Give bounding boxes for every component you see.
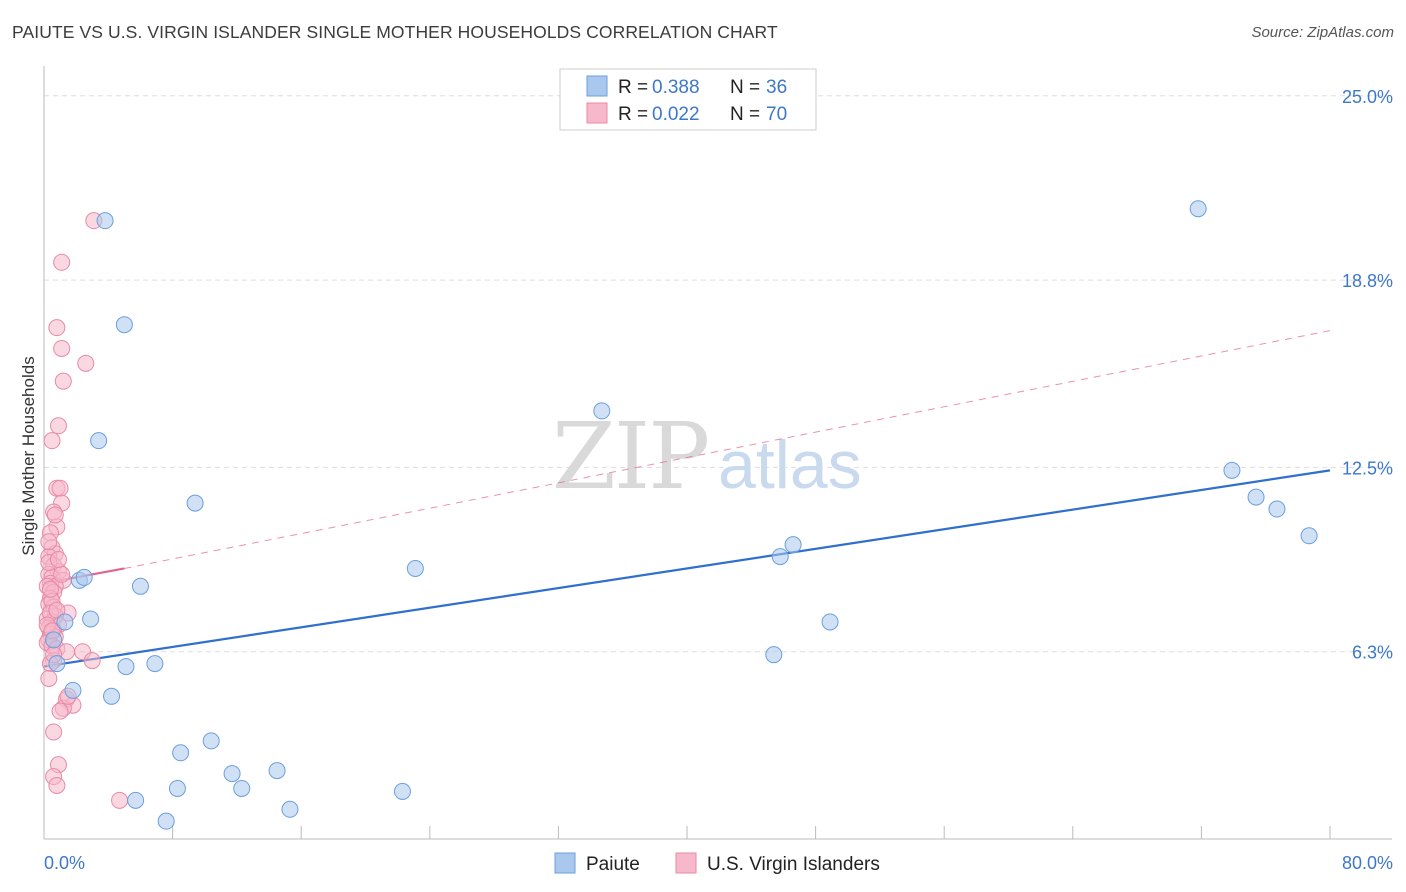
virgin-islanders-point-55 [48, 776, 66, 794]
paiute-point-18 [233, 779, 251, 797]
y-tick-label-2: 18.8% [1342, 271, 1393, 291]
paiute-point-11 [146, 655, 164, 673]
paiute-point-33 [1268, 500, 1286, 518]
paiute-point-6 [82, 610, 100, 628]
trend-line-paiute-0 [43, 469, 1331, 668]
points-virgin-islanders [38, 212, 129, 809]
virgin-islanders-point-1 [53, 253, 71, 271]
legend-n-value-2: 70 [766, 104, 787, 125]
legend-n-label-2: N = [730, 104, 760, 125]
paiute-point-31 [1223, 461, 1241, 479]
y-tick-label-0: 6.3% [1352, 643, 1393, 663]
watermark: ZIP atlas [552, 403, 862, 510]
virgin-islanders-point-68 [41, 580, 59, 598]
y-tick-label-1: 12.5% [1342, 458, 1393, 478]
paiute-point-1 [115, 316, 133, 334]
virgin-islanders-point-63 [49, 551, 67, 569]
legend-r-label-1: R = [618, 77, 648, 98]
virgin-islanders-point-62 [53, 565, 71, 583]
chart-title: PAIUTE VS U.S. VIRGIN ISLANDER SINGLE MO… [12, 22, 778, 42]
virgin-islanders-point-52 [45, 723, 63, 741]
virgin-islanders-point-56 [111, 791, 129, 809]
paiute-point-9 [48, 655, 66, 673]
paiute-point-2 [90, 432, 108, 450]
paiute-point-28 [821, 613, 839, 631]
virgin-islanders-point-7 [43, 432, 61, 450]
legend-r-value-2: 0.022 [652, 104, 700, 125]
paiute-point-19 [268, 762, 286, 780]
virgin-islanders-point-2 [48, 319, 66, 337]
virgin-islanders-point-4 [77, 354, 95, 372]
legend-r-label-2: R = [618, 104, 648, 125]
virgin-islanders-point-69 [48, 601, 66, 619]
bottom-legend-swatch-virgin-islanders [675, 852, 697, 874]
paiute-point-7 [56, 613, 74, 631]
x-tick-label-min: 0.0% [44, 853, 85, 873]
paiute-point-17 [168, 779, 186, 797]
paiute-point-16 [223, 765, 241, 783]
paiute-point-8 [45, 631, 63, 649]
x-tick-labels: 0.0% 80.0% [44, 853, 1393, 873]
y-tick-labels: 6.3% 12.5% 18.8% 25.0% [1342, 87, 1393, 663]
virgin-islanders-point-6 [49, 417, 67, 435]
bottom-legend-swatch-paiute [554, 852, 576, 874]
paiute-point-0 [96, 212, 114, 230]
virgin-islanders-point-5 [54, 372, 72, 390]
virgin-islanders-point-47 [40, 669, 58, 687]
legend-n-value-1: 36 [766, 77, 787, 98]
bottom-legend: Paiute U.S. Virgin Islanders [554, 852, 880, 875]
paiute-point-21 [157, 812, 175, 830]
paiute-point-14 [202, 732, 220, 750]
paiute-point-24 [406, 559, 424, 577]
paiute-point-30 [1189, 200, 1207, 218]
y-axis-label: Single Mother Households [19, 356, 38, 555]
paiute-point-15 [172, 744, 190, 762]
paiute-point-26 [771, 548, 789, 566]
paiute-point-27 [784, 536, 802, 554]
axes [43, 66, 1392, 840]
paiute-point-20 [127, 791, 145, 809]
paiute-point-23 [393, 782, 411, 800]
paiute-point-10 [117, 658, 135, 676]
paiute-point-35 [75, 568, 93, 586]
legend-box: R = 0.388 N = 36 R = 0.022 N = 70 [559, 68, 817, 131]
paiute-point-3 [186, 494, 204, 512]
bottom-legend-paiute: Paiute [586, 854, 640, 875]
legend-n-label-1: N = [730, 77, 760, 98]
virgin-islanders-point-65 [46, 506, 64, 524]
points-paiute [45, 200, 1318, 830]
paiute-point-13 [103, 687, 121, 705]
paiute-point-22 [281, 800, 299, 818]
paiute-point-5 [131, 577, 149, 595]
bottom-legend-virgin-islanders: U.S. Virgin Islanders [707, 854, 880, 875]
y-tick-label-3: 25.0% [1342, 87, 1393, 107]
trend-line-virgin-islanders-2 [124, 330, 1331, 569]
legend-r-value-1: 0.388 [652, 77, 700, 98]
paiute-point-25 [593, 402, 611, 420]
x-tick-label-max: 80.0% [1342, 853, 1393, 873]
virgin-islanders-point-51 [51, 702, 69, 720]
watermark-atlas-text: atlas [718, 427, 862, 503]
source-label: Source: ZipAtlas.com [1251, 24, 1394, 41]
paiute-point-34 [1300, 527, 1318, 545]
watermark-zip-text: ZIP [552, 403, 708, 510]
virgin-islanders-point-3 [53, 339, 71, 357]
paiute-point-12 [64, 681, 82, 699]
virgin-islanders-point-9 [51, 479, 69, 497]
legend-swatch-paiute [586, 75, 608, 97]
virgin-islanders-point-64 [40, 533, 58, 551]
grid-lines [44, 95, 1392, 653]
paiute-point-29 [765, 646, 783, 664]
virgin-islanders-point-44 [83, 652, 101, 670]
paiute-point-32 [1247, 488, 1265, 506]
legend-swatch-virgin-islanders [586, 102, 608, 124]
